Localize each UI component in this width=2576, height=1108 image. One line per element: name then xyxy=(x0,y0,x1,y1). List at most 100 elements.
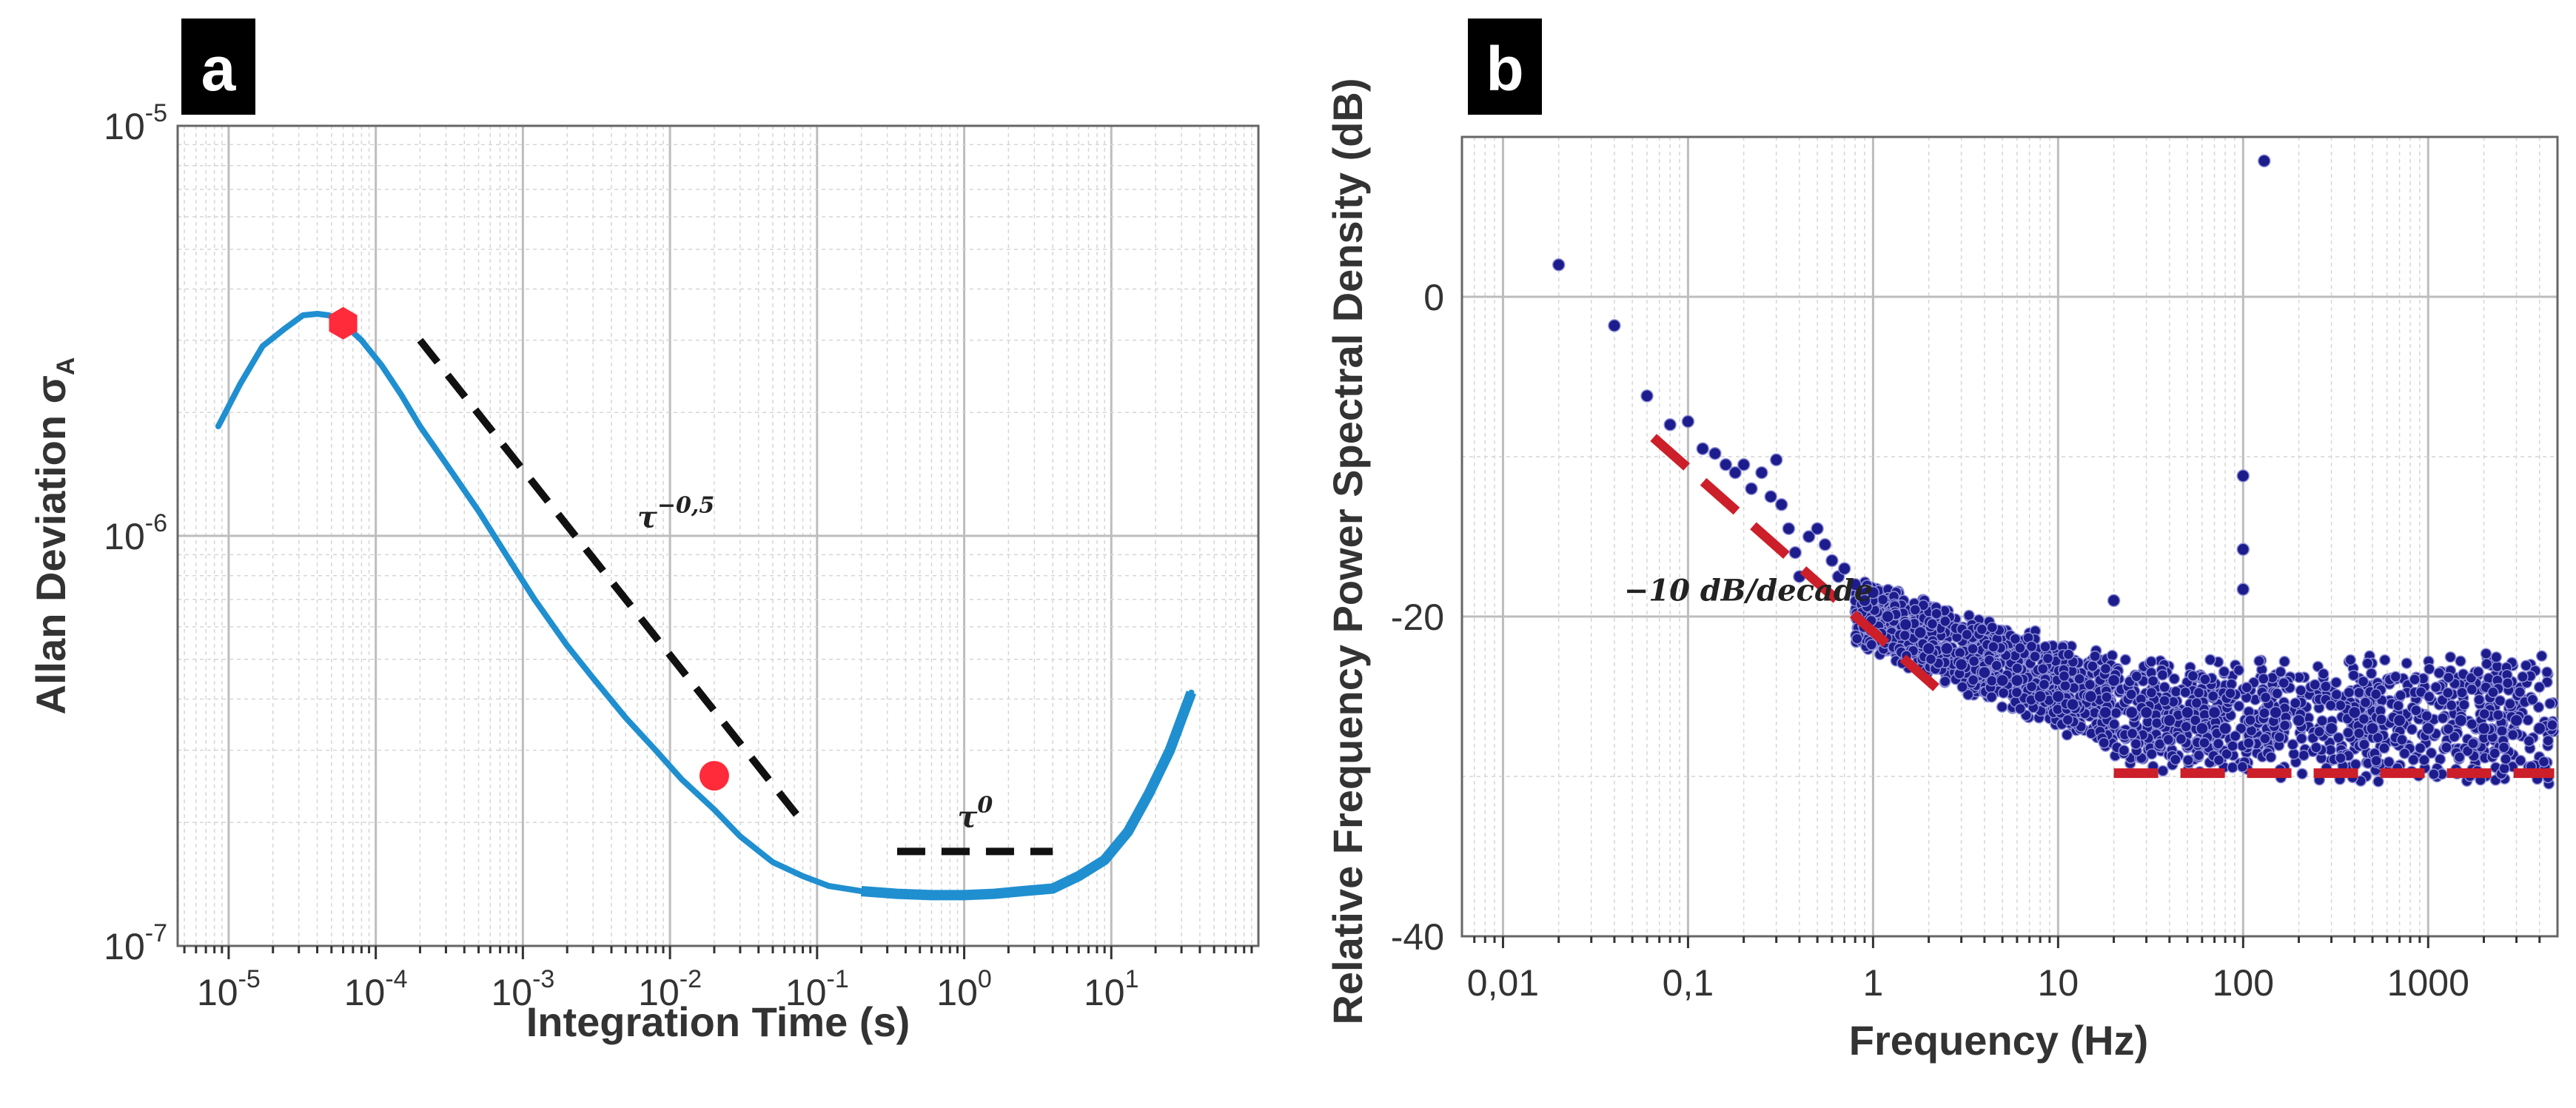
psd-point-dense xyxy=(2442,723,2455,735)
psd-point-dense xyxy=(2453,751,2466,763)
psd-point-dense xyxy=(2491,660,2503,673)
panel-a-y-axis-title-main: Allan Deviation σ xyxy=(27,375,74,714)
psd-point-dense xyxy=(2159,681,2170,694)
psd-point-dense xyxy=(2496,725,2508,737)
panel-a-y-ticks: 10-510-610-7 xyxy=(104,99,167,967)
psd-point xyxy=(1552,258,1566,272)
psd-point-dense xyxy=(2515,754,2526,767)
panel-a-y-axis-title-subscript: A xyxy=(52,357,80,376)
psd-point-dense xyxy=(2298,749,2310,762)
psd-point-dense xyxy=(2275,666,2287,678)
psd-point xyxy=(2392,714,2406,728)
psd-point-dense xyxy=(2473,694,2485,706)
psd-point-dense xyxy=(2392,699,2404,712)
psd-point-dense xyxy=(2233,664,2245,676)
psd-point-dense xyxy=(2146,748,2158,760)
psd-point-dense xyxy=(2361,657,2374,670)
panel-b-plot-frame xyxy=(1460,135,2559,938)
psd-point-dense xyxy=(2396,733,2408,746)
psd-point-dense xyxy=(1953,647,1966,659)
psd-point-dense xyxy=(2478,708,2491,720)
psd-point-dense xyxy=(2542,734,2555,747)
panel-b-x-axis-title: Frequency (Hz) xyxy=(1849,1017,2149,1064)
psd-point-dense xyxy=(2517,671,2529,683)
psd-point-dense xyxy=(2316,715,2328,727)
psd-point-dense xyxy=(2235,722,2247,734)
psd-point-dense xyxy=(2101,691,2113,703)
psd-point-dense xyxy=(2108,718,2120,731)
psd-point xyxy=(1837,562,1851,575)
psd-point-dense xyxy=(2010,686,2023,699)
psd-point-dense xyxy=(2278,719,2291,731)
y-tick-label: 10-5 xyxy=(104,99,167,147)
psd-point xyxy=(1640,389,1654,403)
psd-point-dense xyxy=(2258,673,2270,685)
psd-point-dense xyxy=(2038,678,2050,691)
psd-point-dense xyxy=(2290,697,2301,709)
psd-point xyxy=(2269,705,2283,719)
psd-point-dense xyxy=(1985,691,1998,703)
psd-point-dense xyxy=(2533,681,2546,694)
x-tick-label: 1 xyxy=(1862,962,1883,1004)
psd-point xyxy=(2258,154,2271,168)
psd-point xyxy=(1663,418,1677,432)
psd-point-dense xyxy=(2170,685,2182,698)
psd-point-dense xyxy=(2187,670,2199,682)
psd-point xyxy=(2139,705,2153,719)
psd-point-dense xyxy=(2498,742,2510,753)
psd-point-dense xyxy=(2278,676,2290,689)
psd-point xyxy=(1858,594,1871,608)
psd-point-dense xyxy=(2383,756,2395,768)
psd-point xyxy=(1913,625,1927,639)
psd-point-dense xyxy=(2448,731,2461,743)
psd-point-dense xyxy=(1962,688,1974,701)
psd-point-dense xyxy=(2204,654,2216,666)
psd-point-dense xyxy=(2406,723,2418,736)
psd-point-dense xyxy=(2389,671,2402,683)
psd-point-dense xyxy=(2365,668,2378,679)
panel-a-y-axis-title: Allan Deviation σA xyxy=(27,357,80,715)
psd-point-dense xyxy=(2175,733,2187,745)
psd-point xyxy=(2509,714,2523,728)
psd-point-dense xyxy=(2407,753,2420,766)
psd-point-dense xyxy=(1968,655,1980,668)
psd-point-dense xyxy=(2414,742,2426,754)
psd-point xyxy=(2421,722,2435,735)
psd-point-dense xyxy=(2224,687,2236,699)
x-tick-label: 1000 xyxy=(2387,962,2469,1004)
psd-point xyxy=(1728,466,1742,480)
psd-point xyxy=(2324,722,2338,735)
psd-point xyxy=(1954,658,1968,671)
psd-point-dense xyxy=(2538,756,2550,768)
panel-a-markers xyxy=(329,306,729,791)
psd-point-dense xyxy=(2014,702,2026,715)
y-tick-label: -20 xyxy=(1391,597,1444,638)
psd-point xyxy=(1681,414,1695,429)
psd-point-dense xyxy=(2288,748,2300,760)
psd-point xyxy=(1608,319,1621,332)
psd-point-dense xyxy=(2295,685,2307,696)
psd-point-dense xyxy=(2110,707,2122,719)
psd-point-dense xyxy=(2544,697,2556,710)
psd-point-dense xyxy=(2546,719,2558,731)
x-tick-label: 0,1 xyxy=(1663,962,1714,1004)
y-tick-base: 10 xyxy=(104,106,145,147)
psd-point-dense xyxy=(2398,748,2411,759)
psd-point-dense xyxy=(2218,665,2230,678)
psd-point-dense xyxy=(1996,701,2008,713)
guide-label-exponent: −0,5 xyxy=(657,492,714,518)
psd-point xyxy=(1848,578,1862,591)
panel-b: b 0,01 0,1 1 10 100 1000 0 -20 -40 −10 dB/decad… xyxy=(1324,19,2560,1064)
psd-point xyxy=(2099,705,2112,719)
psd-point-dense xyxy=(2514,686,2526,698)
psd-point-dense xyxy=(2179,686,2192,699)
allan-deviation-line xyxy=(215,311,1195,899)
psd-point-dense xyxy=(2418,754,2430,766)
y-tick-exponent: -7 xyxy=(145,919,167,947)
panel-b-y-axis-title: Relative Frequency Power Spectral Densit… xyxy=(1324,78,1371,1024)
psd-point xyxy=(1708,446,1722,460)
psd-point xyxy=(1996,674,2009,688)
x-tick-exponent: -2 xyxy=(680,965,702,993)
psd-point-dense xyxy=(1956,681,1968,693)
psd-point xyxy=(2163,714,2176,728)
